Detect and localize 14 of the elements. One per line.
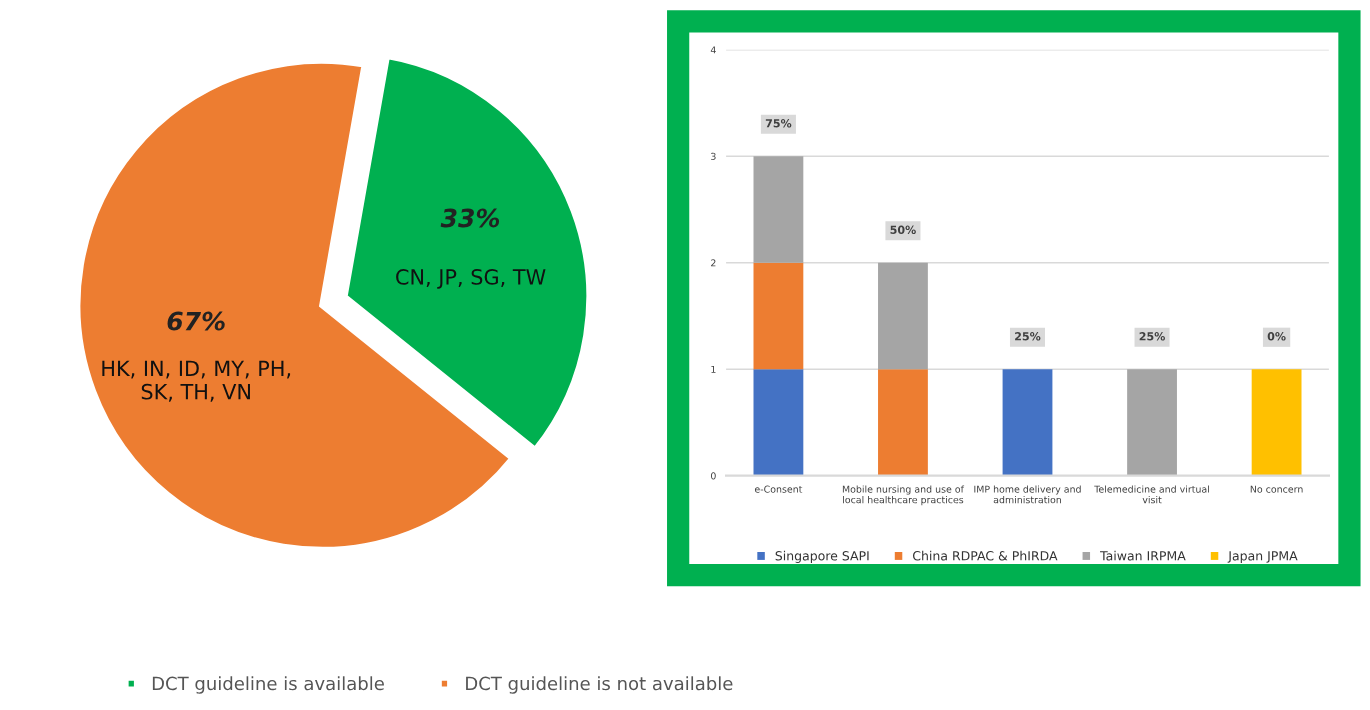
bar: [1002, 369, 1053, 476]
bar: [753, 369, 804, 476]
legend-label: DCT guideline is available: [152, 676, 384, 694]
text: CN, JP, SG, TW: [396, 269, 546, 289]
bar: [753, 156, 804, 263]
data-label: 67%: [167, 311, 225, 331]
bar: [753, 262, 804, 370]
data-label: 33%: [440, 208, 500, 228]
bar: [878, 262, 928, 370]
bar: [1251, 369, 1302, 476]
legend-label: DCT guideline is not available: [466, 676, 733, 694]
bar: [1127, 369, 1177, 476]
bar: [878, 369, 928, 476]
text: HK, IN, ID, MY, PH, SK, TH, VN: [102, 360, 291, 402]
